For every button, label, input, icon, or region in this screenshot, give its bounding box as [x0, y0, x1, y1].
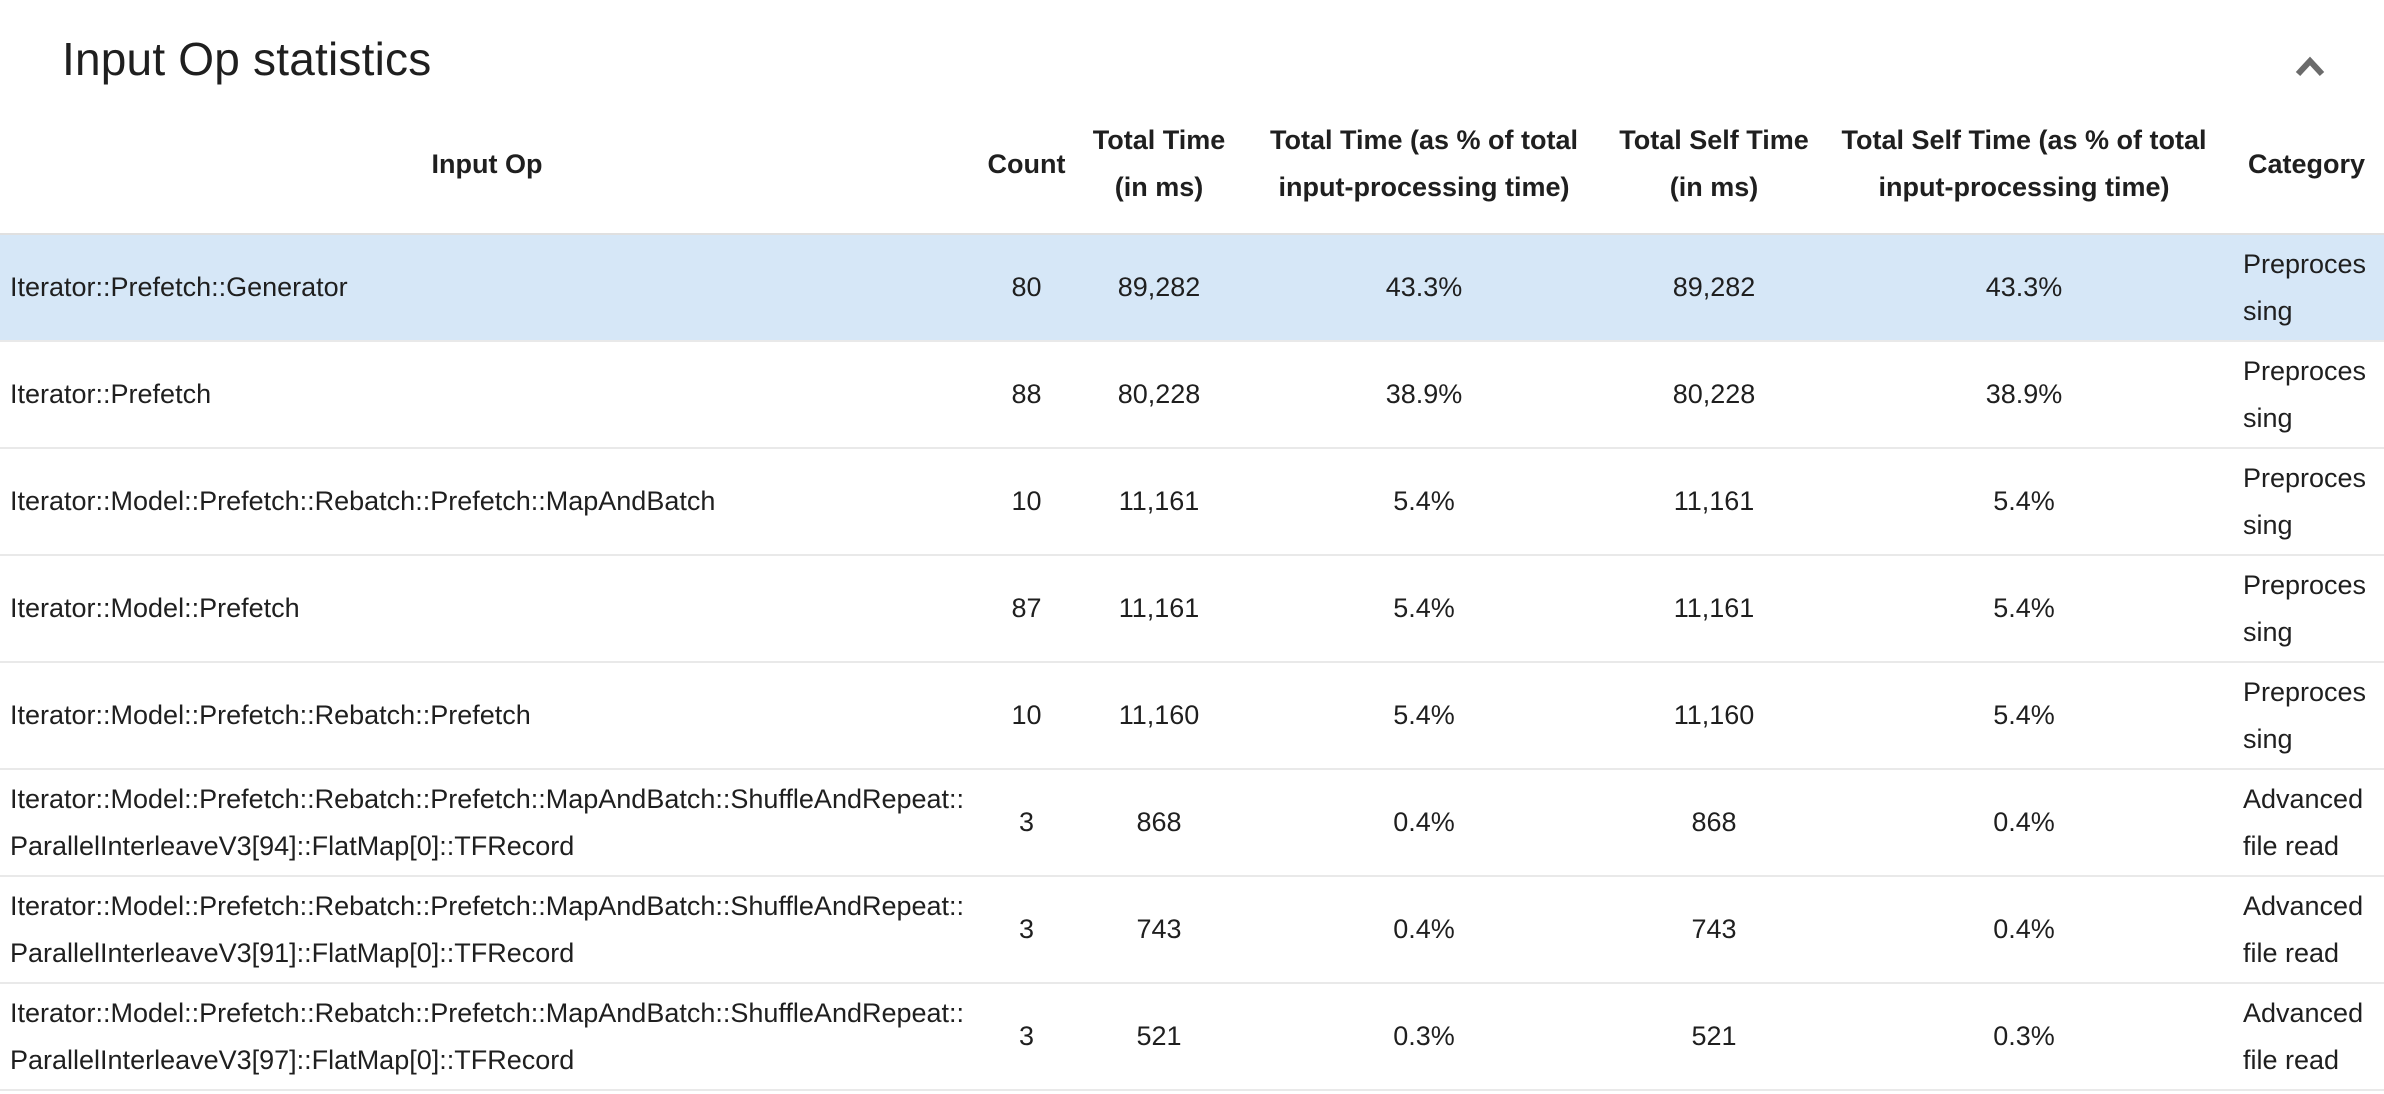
- table-header-row: Input Op Count Total Time (in ms) Total …: [0, 95, 2384, 235]
- total-self-time-cell: 11,161: [1609, 448, 1819, 556]
- column-header-total-time-pct: Total Time (as % of total input-processi…: [1239, 95, 1609, 235]
- count-cell: 88: [974, 341, 1079, 449]
- total-self-time-cell: 11,160: [1609, 662, 1819, 770]
- total-self-time-pct-cell: 5.4%: [1819, 555, 2229, 663]
- count-cell: 3: [974, 769, 1079, 877]
- total-time-cell: 89,282: [1079, 234, 1239, 342]
- table-header: Input Op Count Total Time (in ms) Total …: [0, 95, 2384, 235]
- total-self-time-cell: 868: [1609, 769, 1819, 877]
- input-op-cell: Iterator::Model::Prefetch::Rebatch::Pref…: [0, 448, 974, 556]
- total-time-pct-cell: 0.3%: [1239, 983, 1609, 1091]
- category-cell: Advanced file read: [2229, 876, 2384, 984]
- total-self-time-pct-cell: 43.3%: [1819, 234, 2229, 342]
- collapse-section-button[interactable]: [2284, 42, 2336, 94]
- count-cell: 80: [974, 234, 1079, 342]
- category-cell: Preprocessing: [2229, 555, 2384, 663]
- input-op-cell: Iterator::Model::Prefetch: [0, 555, 974, 663]
- input-op-cell: Iterator::Prefetch::Generator: [0, 234, 974, 342]
- count-cell: 3: [974, 983, 1079, 1091]
- table-row[interactable]: Iterator::Prefetch::Generator 80 89,282 …: [0, 234, 2384, 342]
- total-self-time-pct-cell: 38.9%: [1819, 341, 2229, 449]
- total-self-time-cell: 743: [1609, 876, 1819, 984]
- total-time-pct-cell: 5.4%: [1239, 555, 1609, 663]
- table-row[interactable]: Iterator::Model::Prefetch 87 11,161 5.4%…: [0, 555, 2384, 663]
- table-row[interactable]: Iterator::Model::Prefetch::Rebatch::Pref…: [0, 876, 2384, 984]
- total-time-cell: 11,161: [1079, 448, 1239, 556]
- total-time-cell: 80,228: [1079, 341, 1239, 449]
- category-cell: Preprocessing: [2229, 234, 2384, 342]
- input-op-cell: Iterator::Model::Prefetch::Rebatch::Pref…: [0, 876, 974, 984]
- column-header-input-op: Input Op: [0, 95, 974, 235]
- table-row[interactable]: Iterator::Model::Prefetch::Rebatch::Pref…: [0, 662, 2384, 770]
- category-cell: Advanced file read: [2229, 983, 2384, 1091]
- column-header-total-time: Total Time (in ms): [1079, 95, 1239, 235]
- chevron-up-icon: [2288, 46, 2332, 90]
- total-time-pct-cell: 0.4%: [1239, 769, 1609, 877]
- count-cell: 87: [974, 555, 1079, 663]
- total-time-cell: 11,160: [1079, 662, 1239, 770]
- count-cell: 10: [974, 662, 1079, 770]
- total-self-time-cell: 89,282: [1609, 234, 1819, 342]
- total-self-time-cell: 80,228: [1609, 341, 1819, 449]
- total-time-cell: 868: [1079, 769, 1239, 877]
- table-body: Iterator::Prefetch::Generator 80 89,282 …: [0, 234, 2384, 1091]
- category-cell: Advanced file read: [2229, 769, 2384, 877]
- column-header-category: Category: [2229, 95, 2384, 235]
- column-header-count: Count: [974, 95, 1079, 235]
- input-op-stats-table: Input Op Count Total Time (in ms) Total …: [0, 95, 2384, 1091]
- total-time-pct-cell: 43.3%: [1239, 234, 1609, 342]
- total-time-cell: 11,161: [1079, 555, 1239, 663]
- category-cell: Preprocessing: [2229, 662, 2384, 770]
- total-self-time-cell: 521: [1609, 983, 1819, 1091]
- input-op-cell: Iterator::Model::Prefetch::Rebatch::Pref…: [0, 769, 974, 877]
- total-self-time-pct-cell: 0.4%: [1819, 876, 2229, 984]
- input-op-cell: Iterator::Model::Prefetch::Rebatch::Pref…: [0, 662, 974, 770]
- total-self-time-pct-cell: 5.4%: [1819, 662, 2229, 770]
- total-self-time-pct-cell: 0.3%: [1819, 983, 2229, 1091]
- table-row[interactable]: Iterator::Model::Prefetch::Rebatch::Pref…: [0, 448, 2384, 556]
- input-op-cell: Iterator::Model::Prefetch::Rebatch::Pref…: [0, 983, 974, 1091]
- column-header-total-self-time-pct: Total Self Time (as % of total input-pro…: [1819, 95, 2229, 235]
- total-time-cell: 743: [1079, 876, 1239, 984]
- total-time-pct-cell: 38.9%: [1239, 341, 1609, 449]
- total-time-pct-cell: 0.4%: [1239, 876, 1609, 984]
- category-cell: Preprocessing: [2229, 341, 2384, 449]
- table-row[interactable]: Iterator::Model::Prefetch::Rebatch::Pref…: [0, 769, 2384, 877]
- count-cell: 3: [974, 876, 1079, 984]
- input-op-cell: Iterator::Prefetch: [0, 341, 974, 449]
- category-cell: Preprocessing: [2229, 448, 2384, 556]
- total-self-time-pct-cell: 0.4%: [1819, 769, 2229, 877]
- table-row[interactable]: Iterator::Prefetch 88 80,228 38.9% 80,22…: [0, 341, 2384, 449]
- total-self-time-pct-cell: 5.4%: [1819, 448, 2229, 556]
- total-self-time-cell: 11,161: [1609, 555, 1819, 663]
- table-row[interactable]: Iterator::Model::Prefetch::Rebatch::Pref…: [0, 983, 2384, 1091]
- count-cell: 10: [974, 448, 1079, 556]
- total-time-pct-cell: 5.4%: [1239, 448, 1609, 556]
- total-time-cell: 521: [1079, 983, 1239, 1091]
- section-header: Input Op statistics: [0, 0, 2384, 95]
- total-time-pct-cell: 5.4%: [1239, 662, 1609, 770]
- page-title: Input Op statistics: [62, 33, 432, 85]
- column-header-total-self-time: Total Self Time (in ms): [1609, 95, 1819, 235]
